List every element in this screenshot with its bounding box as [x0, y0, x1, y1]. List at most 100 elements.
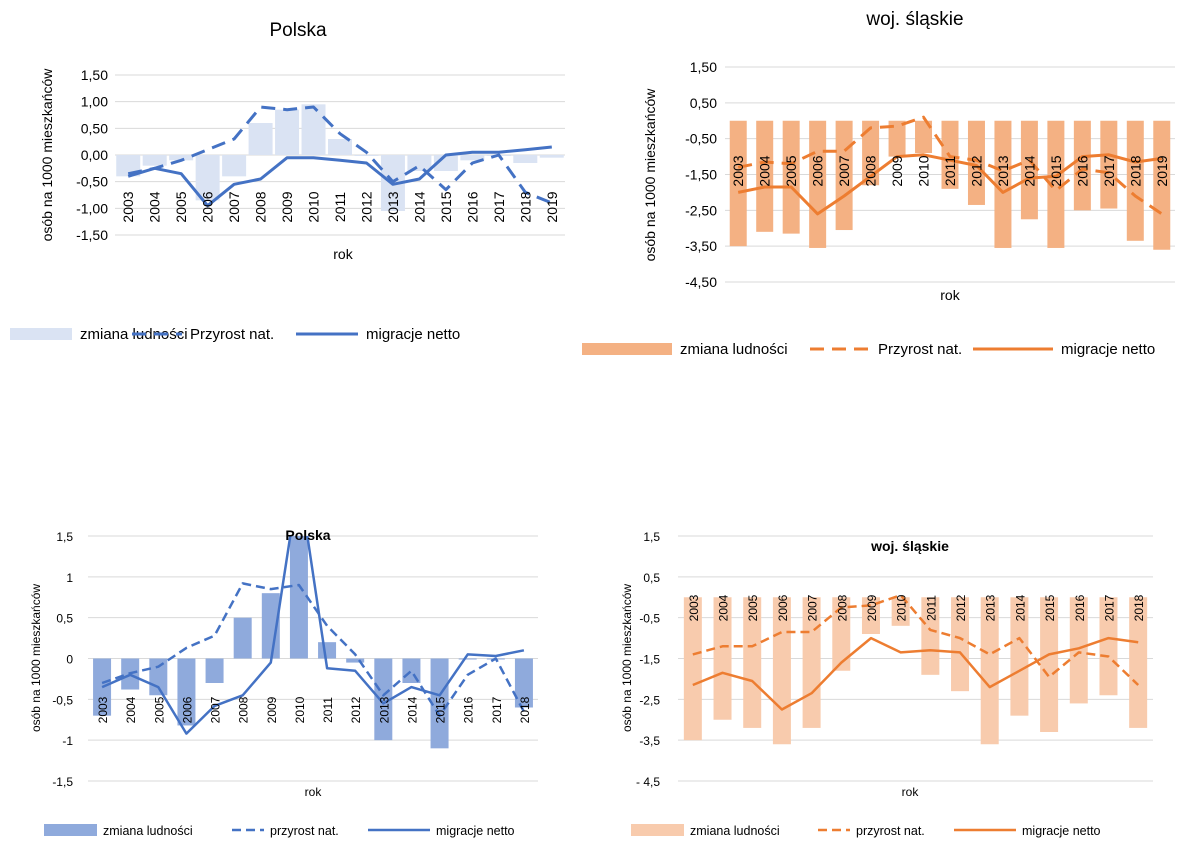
y-tick-label: 0,00 [81, 147, 108, 163]
bar-2008 [248, 123, 273, 155]
x-axis-title: rok [305, 785, 323, 799]
y-tick-label: -0,50 [685, 131, 717, 147]
y-tick-label: 0 [66, 653, 73, 667]
y-tick-label: -1,00 [76, 200, 108, 216]
category-label: 2018 [1132, 594, 1146, 621]
category-label: 2003 [730, 155, 746, 186]
category-label: 2004 [757, 155, 773, 186]
category-label: 2006 [776, 594, 790, 621]
category-label: 2019 [544, 191, 560, 222]
legend-swatch-bar [582, 343, 672, 355]
bar-2011 [318, 642, 337, 659]
bar-2015 [430, 658, 449, 749]
legend: zmiana ludności Przyrost nat. migracje net… [10, 326, 460, 343]
bar-2016 [1073, 120, 1091, 211]
category-label: 2017 [491, 191, 507, 222]
bar-2003 [729, 120, 747, 247]
category-label: 2015 [434, 696, 448, 723]
category-label: 2014 [1013, 594, 1027, 621]
bar-2012 [346, 658, 365, 663]
y-tick-label: -1,5 [639, 653, 660, 667]
bar-2016 [460, 155, 485, 161]
category-label: 2009 [265, 696, 279, 723]
category-label: 2010 [293, 696, 307, 723]
bar-2008 [233, 617, 252, 659]
legend-label: przyrost nat. [270, 824, 339, 838]
y-tick-label: 1,50 [690, 59, 717, 75]
y-tick-label: -4,50 [685, 274, 717, 290]
bar-2013 [980, 597, 999, 745]
bar-2009 [275, 109, 300, 155]
legend-label: Przyrost nat. [190, 326, 274, 343]
bar-2007 [205, 658, 224, 683]
bar-2014 [1020, 120, 1038, 220]
category-label: 2011 [321, 697, 335, 723]
category-label: 2003 [96, 696, 110, 723]
y-tick-label: 0,50 [81, 120, 108, 136]
category-label: 2014 [405, 696, 419, 723]
bar-2017 [1099, 597, 1118, 696]
chart-2: 1,50 0,50 -0,50 -1,50 -2,50 -3,50 -4,50 2003 200… [582, 9, 1175, 358]
bar-2016 [458, 658, 477, 660]
y-tick-label: 0,50 [690, 95, 717, 111]
category-label: 2009 [889, 155, 905, 186]
category-label: 2008 [253, 191, 269, 222]
category-label: 2005 [173, 191, 189, 222]
category-label: 2005 [152, 696, 166, 723]
bar-2017 [1100, 120, 1118, 209]
legend-swatch-bar [44, 824, 97, 836]
category-label: 2013 [385, 191, 401, 222]
bar-2013 [374, 658, 393, 741]
category-label: 2011 [924, 595, 938, 621]
category-label: 2003 [120, 191, 136, 222]
series-line-migracje [692, 636, 1139, 711]
category-label: 2004 [147, 191, 163, 222]
category-label: 2016 [1073, 594, 1087, 621]
bar-2016 [1069, 597, 1088, 704]
y-tick-label: -3,5 [639, 734, 660, 748]
bar-2015 [1047, 120, 1065, 248]
legend-label: migracje netto [1022, 824, 1101, 838]
chart-3: 1,5 1 0,5 0 -0,5 -1 -1,5 2003 2004 2005 2006 2007 20… [29, 527, 538, 838]
category-label: 2010 [916, 155, 932, 186]
category-label: 2012 [968, 155, 984, 186]
category-label: 2009 [865, 594, 879, 621]
category-label: 2016 [1074, 155, 1090, 186]
x-axis-title: rok [902, 785, 920, 799]
category-label: 2007 [836, 155, 852, 186]
y-tick-label: -0,5 [639, 612, 660, 626]
category-label: 2008 [237, 696, 251, 723]
y-tick-label: -1,50 [685, 167, 717, 183]
series-line-przyrost [692, 593, 1140, 686]
bar-2010 [891, 597, 910, 626]
bar-2004 [713, 597, 732, 720]
bar-2008 [862, 120, 880, 186]
y-tick-label: -1 [62, 734, 73, 748]
bar-2018 [1126, 120, 1144, 241]
bar-2009 [888, 120, 906, 157]
chart-1: 1,50 1,00 0,50 0,00 -0,50 -1,00 -1,50 2003 2004 2… [10, 20, 565, 343]
x-axis-title: rok [333, 246, 353, 262]
bar-2011 [921, 597, 940, 675]
category-label: 2010 [306, 191, 322, 222]
y-tick-label: -2,5 [639, 693, 660, 707]
legend-swatch-bar [631, 824, 684, 836]
y-tick-label: 1,5 [56, 530, 73, 544]
legend-label: migracje netto [366, 326, 460, 343]
y-tick-label: -0,5 [52, 693, 73, 707]
bar-2005 [169, 155, 194, 161]
chart-title: Polska [269, 20, 326, 41]
category-label: 2004 [717, 594, 731, 621]
category-label: 2006 [180, 696, 194, 723]
y-tick-label: 1,5 [643, 530, 660, 544]
chart-title: Polska [285, 527, 330, 543]
category-label: 2012 [358, 191, 374, 222]
bar-2006 [195, 155, 220, 201]
series-line-migracje [101, 536, 525, 735]
category-label: 2003 [687, 594, 701, 621]
bar-2005 [782, 120, 800, 234]
category-label: 2017 [1102, 594, 1116, 621]
legend-label: przyrost nat. [856, 824, 925, 838]
legend-label: zmiana ludności [103, 824, 193, 838]
